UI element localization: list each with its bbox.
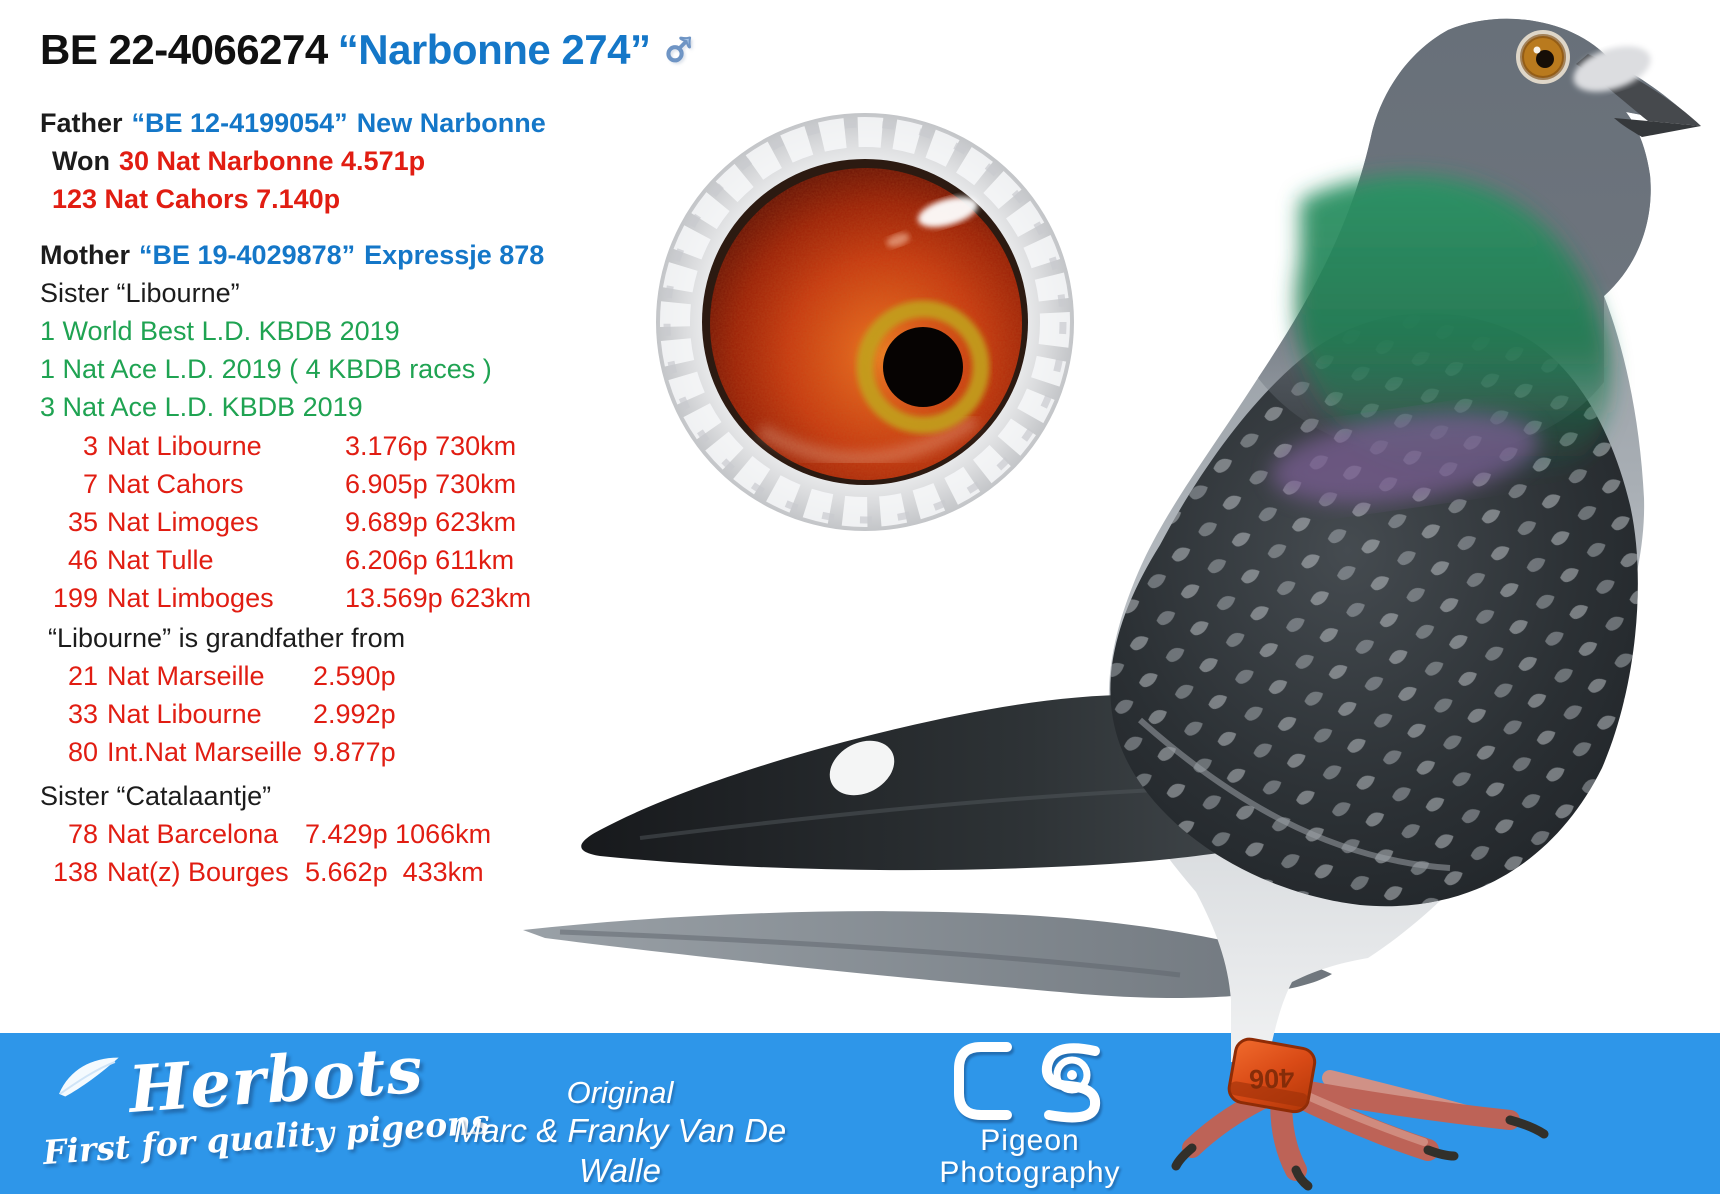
bird-ring-number: BE 22-4066274 — [40, 26, 328, 73]
cs-camera-logo-icon — [954, 1042, 1101, 1123]
honor-line: 1 Nat Ace L.D. 2019 ( 4 KBDB races ) — [40, 354, 492, 384]
pigeon-body — [1108, 18, 1700, 1066]
studio-name: Pigeon Photography — [939, 1124, 1121, 1189]
pigeon-pupil — [1536, 50, 1554, 68]
race-result-row: 33 Nat Libourne 2.992p — [67, 699, 396, 729]
race-result-row: 35 Nat Limoges 9.689p 623km — [67, 507, 517, 537]
father-label: Father — [40, 108, 123, 138]
father-ring: “BE 12-4199054” — [131, 108, 348, 138]
pigeon-beak — [1576, 54, 1701, 126]
page-title: BE 22-4066274 “Narbonne 274” ♂ — [40, 20, 701, 80]
pigeon-eye-ring — [1516, 30, 1570, 84]
herbots-logo: Herbots First for quality pigeons — [42, 1028, 491, 1173]
feather-icon — [59, 1057, 119, 1097]
sister-line: Sister “Libourne” — [40, 278, 240, 308]
grandfather-note: “Libourne” is grandfather from — [48, 623, 406, 653]
neck-iridescence-green — [1295, 174, 1611, 480]
father-name: New Narbonne — [356, 108, 546, 138]
neck-iridescence-purple — [1271, 412, 1539, 504]
father-result: 30 Nat Narbonne 4.571p — [118, 146, 426, 176]
race-result-row: 78 Nat Barcelona 7.429p 1066km — [67, 819, 492, 849]
wing-white-patch — [829, 740, 895, 796]
race-result-row: 138 Nat(z) Bourges 5.662p 433km — [52, 857, 484, 887]
pedigree-panel: BE 22-4066274 “Narbonne 274” ♂ Father “BE 1… — [40, 0, 700, 1030]
studio-phone: 0032 477 99 40 22 — [905, 1191, 1155, 1194]
pigeon-cere — [1573, 46, 1651, 92]
mother-line: Mother “BE 19-4029878” Expressje 878 — [40, 236, 544, 274]
father-won-line: Won 30 Nat Narbonne 4.571p — [52, 142, 425, 180]
mother-ring: “BE 19-4029878” — [139, 240, 356, 270]
photographer-credit: Pigeon Photography 0032 477 99 40 22 — [905, 1035, 1155, 1194]
pigeon-wing-tip — [581, 694, 1396, 871]
bird-name: “Narbonne 274” — [337, 26, 651, 73]
pigeon-wing-shield — [1110, 313, 1638, 907]
pigeon-head — [1258, 18, 1700, 457]
eye-photo — [656, 113, 1074, 531]
footer-bar: Herbots First for quality pigeons Origin… — [0, 1033, 1720, 1194]
mother-name: Expressje 878 — [364, 240, 545, 270]
race-result-row: 80 Int.Nat Marseille 9.877p — [67, 737, 396, 767]
mother-label: Mother — [40, 240, 130, 270]
male-symbol-icon: ♂ — [658, 20, 701, 80]
race-result-row: 7 Nat Cahors 6.905p 730km — [82, 469, 517, 499]
race-result-row: 199 Nat Limboges 13.569p 623km — [52, 583, 532, 613]
father-line: Father “BE 12-4199054” New Narbonne — [40, 104, 546, 142]
owner-names: Marc & Franky Van De Walle — [453, 1112, 787, 1189]
race-result-row: 46 Nat Tulle 6.206p 611km — [67, 545, 515, 575]
honor-line: 3 Nat Ace L.D. KBDB 2019 — [40, 392, 363, 422]
won-label: Won — [52, 146, 110, 176]
owner-credit: Original Marc & Franky Van De Walle — [420, 1075, 820, 1191]
pigeon-eye — [1522, 36, 1564, 78]
original-label: Original — [566, 1075, 674, 1110]
honor-line: 1 World Best L.D. KBDB 2019 — [40, 316, 400, 346]
father-result-line: 123 Nat Cahors 7.140p — [52, 184, 341, 214]
race-result-row: 3 Nat Libourne 3.176p 730km — [82, 431, 517, 461]
sister2-line: Sister “Catalaantje” — [40, 781, 272, 811]
race-result-row: 21 Nat Marseille 2.590p — [67, 661, 396, 691]
